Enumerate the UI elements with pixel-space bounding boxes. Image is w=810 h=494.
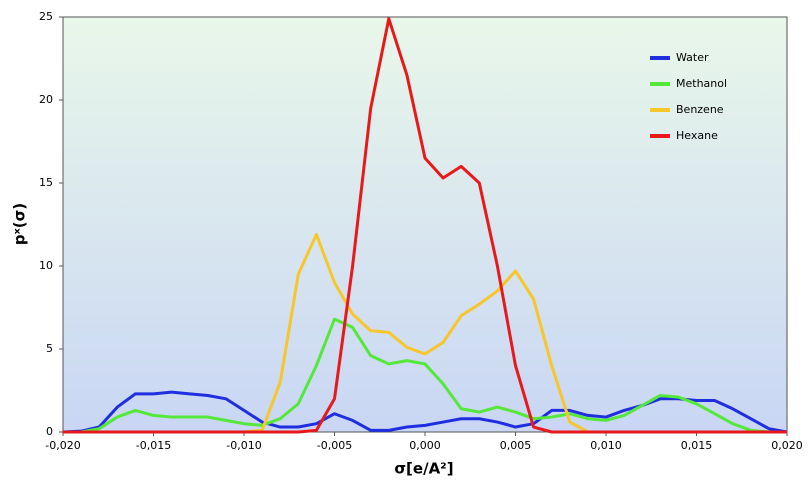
y-tick-label: 15 — [39, 176, 53, 189]
y-tick-label: 25 — [39, 10, 53, 23]
series-line — [62, 390, 788, 434]
x-tick-label: 0,020 — [771, 439, 803, 452]
y-tick-label: 5 — [46, 342, 53, 355]
series-line — [63, 17, 787, 434]
y-axis-label: pˣ(σ) — [11, 203, 29, 245]
x-tick-label: 0,000 — [409, 439, 441, 452]
x-tick-label: -0,015 — [136, 439, 171, 452]
x-axis-label: σ[e/A²] — [394, 460, 453, 478]
legend-label: Water — [676, 51, 709, 64]
y-tick-label: 20 — [39, 93, 53, 106]
series-line — [63, 317, 787, 434]
x-tick-label: 0,010 — [590, 439, 622, 452]
legend-label: Benzene — [676, 103, 724, 116]
legend-label: Hexane — [676, 129, 718, 142]
x-tick-label: 0,015 — [681, 439, 713, 452]
y-tick-label: 0 — [46, 425, 53, 438]
x-tick-label: -0,010 — [226, 439, 261, 452]
legend-label: Methanol — [676, 77, 727, 90]
x-tick-label: 0,005 — [500, 439, 532, 452]
y-tick-label: 10 — [39, 259, 53, 272]
x-tick-label: -0,005 — [317, 439, 352, 452]
x-tick-label: -0,020 — [45, 439, 80, 452]
